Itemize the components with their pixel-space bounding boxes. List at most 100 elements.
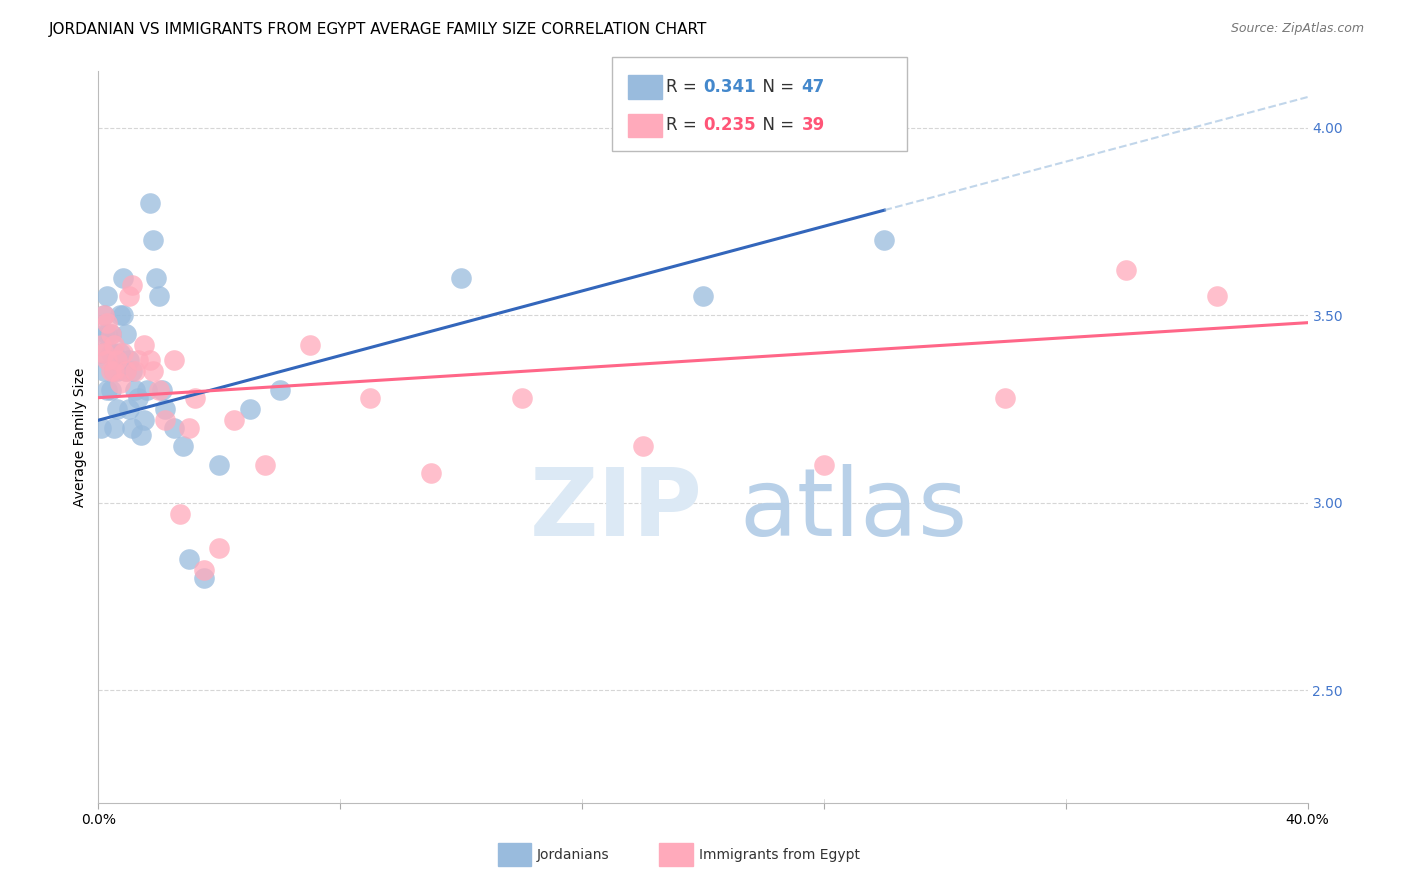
Point xyxy=(132,338,155,352)
Point xyxy=(111,308,134,322)
Point xyxy=(96,316,118,330)
Point xyxy=(269,383,291,397)
Point xyxy=(96,353,118,368)
Point xyxy=(142,364,165,378)
Point xyxy=(360,391,382,405)
Point xyxy=(184,391,207,405)
Point xyxy=(93,326,115,341)
Point xyxy=(124,364,146,378)
Text: R =: R = xyxy=(666,78,703,96)
Point xyxy=(148,383,170,397)
Y-axis label: Average Family Size: Average Family Size xyxy=(73,368,87,507)
Point xyxy=(108,376,131,390)
Point xyxy=(108,345,131,359)
Point xyxy=(239,401,262,416)
Text: 0.235: 0.235 xyxy=(703,116,755,134)
Point xyxy=(96,289,118,303)
Point xyxy=(692,289,714,303)
Point xyxy=(150,383,173,397)
Point xyxy=(105,401,128,416)
Point xyxy=(224,413,246,427)
Point xyxy=(100,364,122,378)
Point xyxy=(142,233,165,247)
Point xyxy=(631,440,654,454)
Point xyxy=(114,364,136,378)
Point xyxy=(172,440,194,454)
Point xyxy=(121,364,143,378)
Point xyxy=(103,364,125,378)
Point xyxy=(129,428,152,442)
Point xyxy=(93,308,115,322)
Text: 39: 39 xyxy=(801,116,825,134)
Point xyxy=(114,326,136,341)
Point xyxy=(93,345,115,359)
Text: R =: R = xyxy=(666,116,703,134)
Point xyxy=(145,270,167,285)
Point xyxy=(93,308,115,322)
Point xyxy=(121,420,143,434)
Point xyxy=(450,270,472,285)
Point xyxy=(93,364,115,378)
Text: 0.341: 0.341 xyxy=(703,78,755,96)
Point xyxy=(208,458,231,473)
Text: Jordanians: Jordanians xyxy=(537,847,610,862)
Point xyxy=(139,353,162,368)
Point xyxy=(135,383,157,397)
Point xyxy=(124,383,146,397)
Text: Source: ZipAtlas.com: Source: ZipAtlas.com xyxy=(1230,22,1364,36)
Point xyxy=(100,326,122,341)
Text: 47: 47 xyxy=(801,78,825,96)
Point xyxy=(103,338,125,352)
Point xyxy=(118,353,141,368)
Point xyxy=(813,458,835,473)
Text: atlas: atlas xyxy=(740,464,967,557)
Point xyxy=(193,563,215,577)
Point xyxy=(96,326,118,341)
Point xyxy=(299,338,322,352)
Text: N =: N = xyxy=(752,116,800,134)
Point xyxy=(1115,263,1137,277)
Point xyxy=(118,289,141,303)
Point xyxy=(90,345,112,359)
Point xyxy=(127,353,149,368)
Point xyxy=(132,413,155,427)
Point xyxy=(163,353,186,368)
Point xyxy=(169,507,191,521)
Point xyxy=(105,353,128,368)
Text: JORDANIAN VS IMMIGRANTS FROM EGYPT AVERAGE FAMILY SIZE CORRELATION CHART: JORDANIAN VS IMMIGRANTS FROM EGYPT AVERA… xyxy=(49,22,707,37)
Point xyxy=(208,541,231,555)
Point xyxy=(100,345,122,359)
Point xyxy=(111,345,134,359)
Point xyxy=(127,391,149,405)
Point xyxy=(103,345,125,359)
Point xyxy=(100,383,122,397)
Point xyxy=(153,401,176,416)
Point xyxy=(90,338,112,352)
Point xyxy=(873,233,896,247)
Point xyxy=(994,391,1017,405)
Point xyxy=(179,420,201,434)
Point xyxy=(153,413,176,427)
Point xyxy=(139,195,162,210)
Point xyxy=(121,278,143,293)
Point xyxy=(118,401,141,416)
Point xyxy=(108,308,131,322)
Point xyxy=(114,364,136,378)
Point xyxy=(510,391,533,405)
Point xyxy=(148,289,170,303)
Point xyxy=(253,458,276,473)
Text: N =: N = xyxy=(752,78,800,96)
Point xyxy=(179,552,201,566)
Point xyxy=(105,364,128,378)
Text: ZIP: ZIP xyxy=(530,464,703,557)
Point xyxy=(90,420,112,434)
Point xyxy=(103,364,125,378)
Point xyxy=(163,420,186,434)
Point xyxy=(100,326,122,341)
Point xyxy=(1206,289,1229,303)
Point xyxy=(96,383,118,397)
Text: Immigrants from Egypt: Immigrants from Egypt xyxy=(699,847,860,862)
Point xyxy=(103,420,125,434)
Point xyxy=(111,270,134,285)
Point xyxy=(193,571,215,585)
